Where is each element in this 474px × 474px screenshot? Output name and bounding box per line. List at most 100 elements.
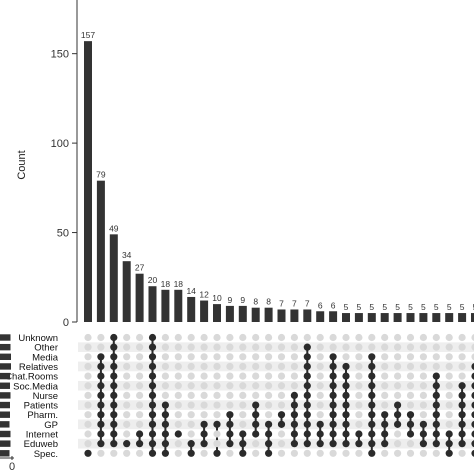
membership-dot-filled [419, 420, 427, 428]
y-axis-title: Count [16, 150, 28, 179]
intersection-column [148, 333, 157, 457]
membership-dot-empty [432, 362, 440, 371]
membership-dot-empty [123, 343, 131, 351]
membership-dot-filled [329, 401, 337, 409]
membership-dot-filled [471, 430, 474, 438]
membership-dot-empty [277, 362, 286, 371]
membership-dot-empty [419, 411, 427, 419]
membership-dot-filled [342, 440, 350, 448]
membership-dot-empty [265, 333, 273, 342]
membership-dot-filled [265, 420, 273, 428]
membership-dot-filled [381, 420, 389, 428]
intersection-value-label: 27 [135, 263, 145, 273]
membership-dot-empty [316, 343, 324, 351]
intersection-column [471, 334, 474, 457]
membership-dot-filled [303, 430, 311, 438]
membership-dot-empty [161, 333, 169, 342]
membership-dot-filled [303, 420, 311, 428]
membership-dot-filled [110, 401, 118, 409]
intersection-bar [406, 313, 415, 322]
membership-dot-empty [252, 343, 260, 351]
intersection-bar [96, 180, 105, 322]
membership-dot-empty [187, 430, 195, 438]
intersection-value-label: 5 [382, 302, 387, 312]
membership-dot-filled [148, 449, 157, 457]
membership-dot-filled [394, 420, 402, 428]
membership-dot-empty [277, 401, 286, 409]
intersection-column [445, 333, 453, 457]
membership-dot-empty [200, 362, 208, 371]
membership-dot-empty [161, 382, 169, 390]
membership-dot-empty [136, 353, 144, 361]
membership-dot-empty [252, 391, 260, 399]
membership-dot-empty [445, 353, 453, 361]
membership-dot-filled [148, 353, 157, 361]
intersection-value-label: 5 [357, 302, 362, 312]
matrix-row-stripe [78, 380, 474, 391]
membership-dot-empty [419, 382, 427, 390]
membership-dot-empty [200, 333, 208, 342]
membership-dot-filled [368, 411, 376, 419]
membership-dot-filled [110, 391, 118, 399]
intersection-bar [329, 311, 338, 322]
membership-dot-empty [239, 353, 247, 361]
membership-dot-empty [174, 401, 182, 409]
set-label: Other [34, 343, 58, 354]
membership-dot-empty [213, 382, 221, 390]
membership-dot-empty [303, 333, 311, 342]
membership-dot-empty [136, 333, 144, 342]
set-size-bar [0, 430, 11, 438]
membership-dot-empty [174, 343, 182, 351]
y-axis: 0 50 100 150 [51, 0, 78, 329]
membership-dot-filled [97, 401, 105, 409]
membership-dot-empty [213, 372, 221, 380]
membership-dot-filled [471, 411, 474, 419]
membership-dot-filled [97, 411, 105, 419]
membership-dot-empty [381, 333, 389, 342]
membership-dot-filled [329, 372, 337, 380]
membership-dot-filled [161, 430, 169, 438]
intersection-value-label: 5 [408, 302, 413, 312]
membership-dot-filled [110, 362, 118, 371]
membership-dot-empty [394, 449, 402, 457]
membership-dot-empty [239, 372, 247, 380]
membership-dot-empty [123, 430, 131, 438]
membership-dot-empty [200, 353, 208, 361]
intersection-value-label: 7 [279, 298, 284, 308]
intersection-column [200, 333, 208, 457]
membership-dot-filled [406, 411, 415, 419]
set-size-bar [0, 343, 11, 351]
membership-dot-filled [406, 420, 415, 428]
intersection-value-label: 6 [331, 300, 336, 310]
membership-dot-filled [458, 420, 466, 428]
membership-dot-filled [110, 411, 118, 419]
membership-dot-empty [406, 382, 415, 390]
membership-dot-filled [432, 401, 440, 409]
intersection-bar [458, 313, 467, 322]
intersection-value-label: 34 [122, 250, 132, 260]
membership-dot-empty [471, 343, 474, 351]
membership-dot-empty [213, 440, 221, 448]
membership-dot-empty [419, 372, 427, 380]
set-size-bar [0, 363, 11, 370]
membership-dot-filled [187, 440, 195, 448]
intersection-bar [84, 41, 92, 323]
membership-dot-empty [174, 440, 182, 448]
membership-dot-empty [419, 333, 427, 342]
intersection-column [136, 333, 144, 457]
membership-dot-empty [381, 362, 389, 371]
membership-dot-empty [342, 449, 350, 457]
intersection-value-label: 14 [186, 286, 196, 296]
membership-dot-filled [148, 411, 157, 419]
matrix-row-stripe [78, 361, 474, 372]
set-size-bar [0, 372, 10, 380]
intersection-bar [251, 307, 260, 322]
membership-dot-filled [148, 372, 157, 380]
membership-dot-empty [226, 449, 234, 457]
membership-dot-empty [174, 362, 182, 371]
membership-dot-empty [136, 372, 144, 380]
membership-dot-empty [187, 420, 195, 428]
membership-dot-filled [303, 391, 311, 399]
membership-dot-empty [252, 449, 260, 457]
membership-dot-empty [239, 401, 247, 409]
